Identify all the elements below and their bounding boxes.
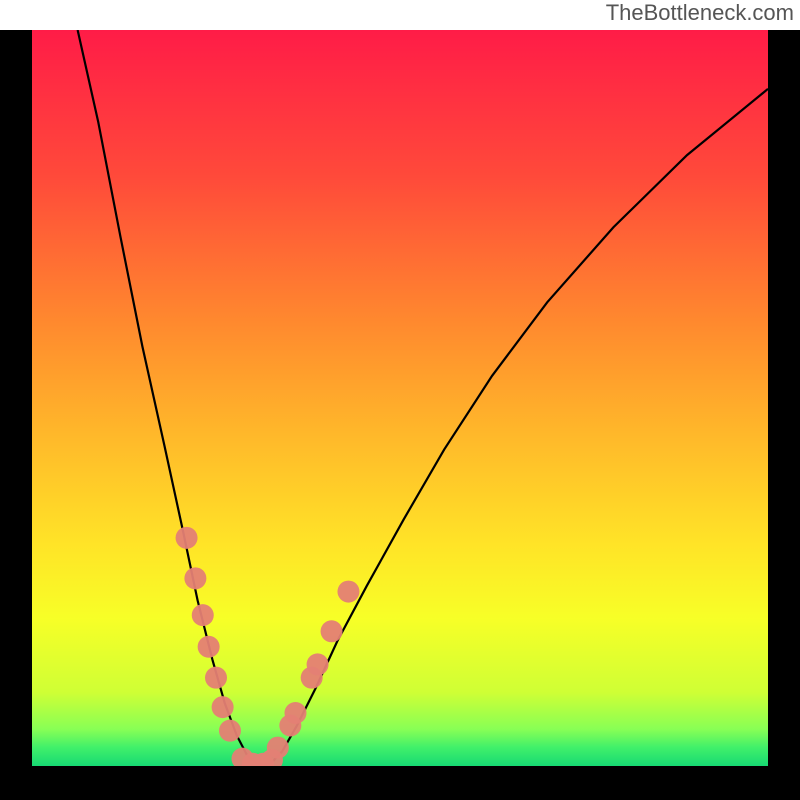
marker-left bbox=[219, 720, 241, 742]
marker-left bbox=[198, 636, 220, 658]
marker-right bbox=[337, 581, 359, 603]
stage: TheBottleneck.com bbox=[0, 0, 800, 800]
plot-background-gradient bbox=[32, 30, 768, 766]
marker-right bbox=[307, 653, 329, 675]
marker-left bbox=[184, 567, 206, 589]
marker-left bbox=[176, 527, 198, 549]
marker-left bbox=[212, 696, 234, 718]
chart-canvas bbox=[0, 0, 800, 800]
marker-left bbox=[192, 604, 214, 626]
marker-left bbox=[205, 667, 227, 689]
watermark-text: TheBottleneck.com bbox=[606, 0, 794, 26]
marker-right bbox=[284, 702, 306, 724]
marker-right bbox=[321, 620, 343, 642]
